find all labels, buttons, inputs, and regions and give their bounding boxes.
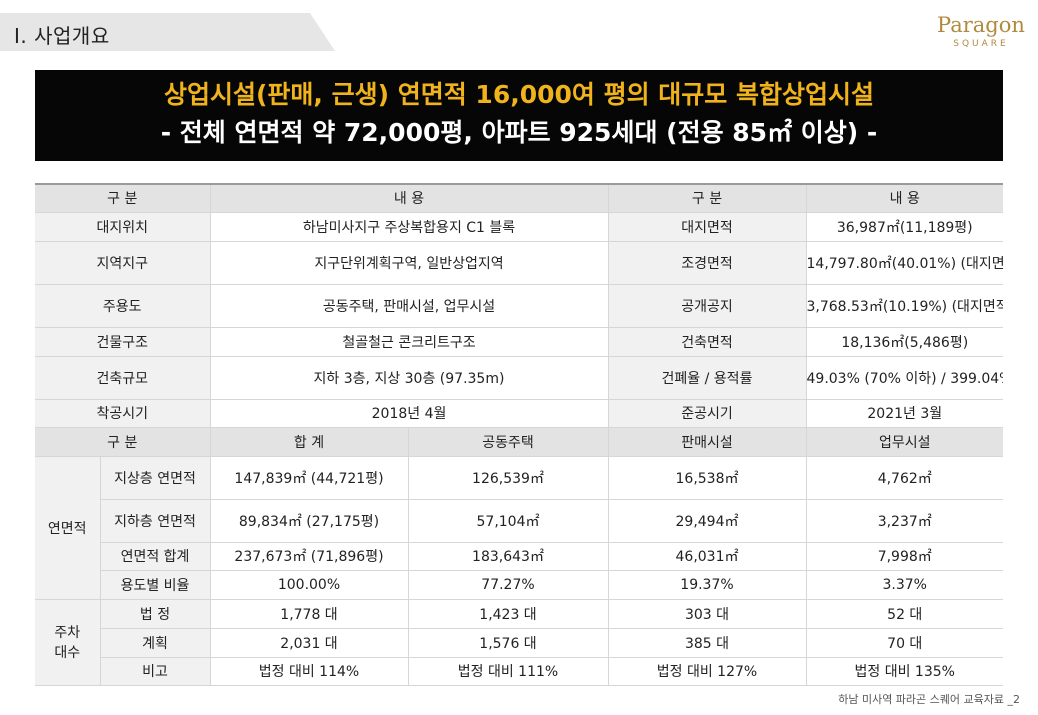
table-row: 비고 법정 대비 114% 법정 대비 111% 법정 대비 127% 법정 대…	[35, 657, 1003, 686]
row-value: 법정 대비 114%	[210, 657, 409, 686]
row-value: 지하 3층, 지상 30층 (97.35m)	[210, 356, 609, 400]
row-value: 183,643㎡	[408, 542, 609, 571]
row-label: 법 정	[100, 599, 211, 629]
row-value: 19.37%	[608, 570, 807, 600]
header-cell: 내 용	[210, 183, 609, 213]
table-row: 계획 2,031 대 1,576 대 385 대 70 대	[35, 628, 1003, 658]
headline-line-2: - 전체 연면적 약 72,000평, 아파트 925세대 (전용 85㎡ 이상…	[160, 118, 878, 147]
table-row: 건축규모 지하 3층, 지상 30층 (97.35m) 건폐율 / 용적률 49…	[35, 356, 1003, 400]
table-row: 지역지구 지구단위계획구역, 일반상업지역 조경면적 14,797.80㎡(40…	[35, 241, 1003, 285]
row-value: 7,998㎡	[806, 542, 1003, 571]
table-row: 주차 대수 법 정 1,778 대 1,423 대 303 대 52 대	[35, 599, 1003, 686]
parking-label-line-2: 대수	[54, 645, 81, 661]
row-value: 77.27%	[408, 570, 609, 600]
row-value: 16,538㎡	[608, 456, 807, 500]
row-label: 조경면적	[608, 241, 807, 285]
table-row: 연면적 지상층 연면적 147,839㎡ (44,721평) 126,539㎡ …	[35, 456, 1003, 600]
row-value: 1,576 대	[408, 628, 609, 658]
table-row: 대지위치 하남미사지구 주상복합용지 C1 블록 대지면적 36,987㎡(11…	[35, 212, 1003, 242]
headline-banner: 상업시설(판매, 근생) 연면적 16,000여 평의 대규모 복합상업시설 -…	[35, 70, 1003, 161]
logo-main-text: Paragon	[937, 13, 1025, 37]
row-value: 3.37%	[806, 570, 1003, 600]
row-label: 지하층 연면적	[100, 499, 211, 543]
table-row: 건물구조 철골철근 콘크리트구조 건축면적 18,136㎡(5,486평)	[35, 327, 1003, 357]
headline-line-1: 상업시설(판매, 근생) 연면적 16,000여 평의 대규모 복합상업시설	[163, 80, 875, 109]
row-value: 2021년 3월	[806, 399, 1003, 428]
row-label: 대지면적	[608, 212, 807, 242]
row-label: 건폐율 / 용적률	[608, 356, 807, 400]
row-value: 3,768.53㎡(10.19%) (대지면적의 10% 이상)	[806, 284, 1003, 328]
row-label: 주용도	[35, 284, 211, 328]
row-label: 건물구조	[35, 327, 211, 357]
header-cell: 공동주택	[408, 427, 609, 457]
row-value: 2,031 대	[210, 628, 409, 658]
footer-caption: 하남 미사역 파라곤 스퀘어 교육자료 _2	[838, 693, 1020, 706]
row-value: 46,031㎡	[608, 542, 807, 571]
row-value: 하남미사지구 주상복합용지 C1 블록	[210, 212, 609, 242]
logo-sub-text: SQUARE	[953, 39, 1009, 49]
header-cell: 판매시설	[608, 427, 807, 457]
row-value: 1,778 대	[210, 599, 409, 629]
header-cell: 구 분	[608, 183, 807, 213]
row-label: 건축면적	[608, 327, 807, 357]
table-row: 용도별 비율 100.00% 77.27% 19.37% 3.37%	[35, 570, 1003, 600]
row-value: 법정 대비 111%	[408, 657, 609, 686]
row-value: 2018년 4월	[210, 399, 609, 428]
row-value: 지구단위계획구역, 일반상업지역	[210, 241, 609, 285]
row-value: 법정 대비 127%	[608, 657, 807, 686]
row-value: 52 대	[806, 599, 1003, 629]
header-cell: 합 계	[210, 427, 409, 457]
row-value: 철골철근 콘크리트구조	[210, 327, 609, 357]
row-value: 4,762㎡	[806, 456, 1003, 500]
row-value: 303 대	[608, 599, 807, 629]
row-label: 공개공지	[608, 284, 807, 328]
row-value: 1,423 대	[408, 599, 609, 629]
row-label: 연면적 합계	[100, 542, 211, 571]
paragon-square-logo: Paragon SQUARE	[936, 12, 1026, 50]
area-group-label: 연면적	[35, 456, 101, 600]
table-row: 주용도 공동주택, 판매시설, 업무시설 공개공지 3,768.53㎡(10.1…	[35, 284, 1003, 328]
row-value: 공동주택, 판매시설, 업무시설	[210, 284, 609, 328]
row-label: 지역지구	[35, 241, 211, 285]
header-cell: 구 분	[35, 427, 211, 457]
row-value: 법정 대비 135%	[806, 657, 1003, 686]
row-value: 18,136㎡(5,486평)	[806, 327, 1003, 357]
row-value: 70 대	[806, 628, 1003, 658]
row-value: 126,539㎡	[408, 456, 609, 500]
table-row: 연면적 합계 237,673㎡ (71,896평) 183,643㎡ 46,03…	[35, 542, 1003, 571]
row-value: 49.03% (70% 이하) / 399.04% (400% 이하)	[806, 356, 1003, 400]
table-row: 착공시기 2018년 4월 준공시기 2021년 3월	[35, 399, 1003, 428]
row-value: 147,839㎡ (44,721평)	[210, 456, 409, 500]
row-label: 비고	[100, 657, 211, 686]
row-label: 착공시기	[35, 399, 211, 428]
header-band	[0, 13, 335, 51]
row-value: 100.00%	[210, 570, 409, 600]
row-label: 건축규모	[35, 356, 211, 400]
parking-label-line-1: 주차	[54, 625, 81, 641]
row-value: 385 대	[608, 628, 807, 658]
row-value: 89,834㎡ (27,175평)	[210, 499, 409, 543]
row-value: 29,494㎡	[608, 499, 807, 543]
row-value: 57,104㎡	[408, 499, 609, 543]
row-label: 지상층 연면적	[100, 456, 211, 500]
overview-header-row: 구 분 내 용 구 분 내 용	[35, 183, 1003, 213]
row-value: 3,237㎡	[806, 499, 1003, 543]
header-cell: 내 용	[806, 183, 1003, 213]
project-overview-table: 구 분 내 용 구 분 내 용 대지위치 하남미사지구 주상복합용지 C1 블록…	[35, 183, 1003, 686]
row-label: 준공시기	[608, 399, 807, 428]
row-label: 계획	[100, 628, 211, 658]
header-cell: 구 분	[35, 183, 211, 213]
row-value: 14,797.80㎡(40.01%) (대지면적의 40% 이상)	[806, 241, 1003, 285]
row-value: 237,673㎡ (71,896평)	[210, 542, 409, 571]
section-title: Ⅰ. 사업개요	[14, 24, 110, 48]
row-value: 36,987㎡(11,189평)	[806, 212, 1003, 242]
table-row: 지하층 연면적 89,834㎡ (27,175평) 57,104㎡ 29,494…	[35, 499, 1003, 543]
header-cell: 업무시설	[806, 427, 1003, 457]
parking-group-label: 주차 대수	[35, 599, 101, 686]
row-label: 대지위치	[35, 212, 211, 242]
area-header-row: 구 분 합 계 공동주택 판매시설 업무시설	[35, 427, 1003, 457]
row-label: 용도별 비율	[100, 570, 211, 600]
